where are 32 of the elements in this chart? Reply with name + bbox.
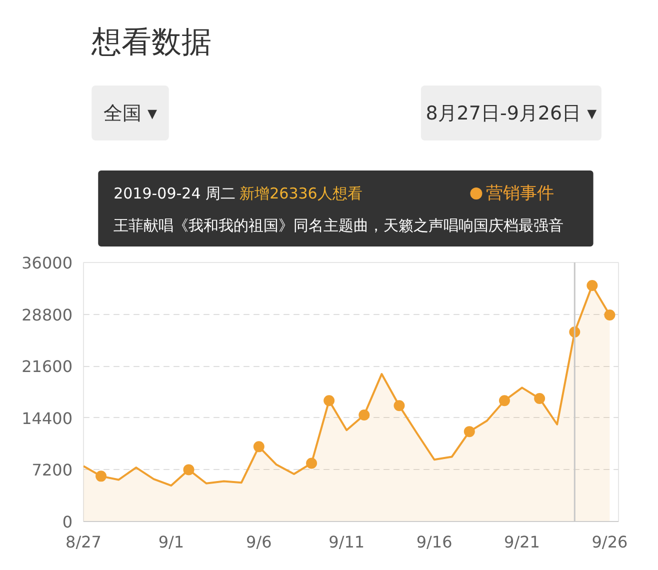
x-tick-label: 9/6 — [246, 532, 272, 552]
point — [96, 470, 107, 482]
point — [586, 280, 598, 292]
point — [306, 458, 318, 469]
y-tick-label: 7200 — [32, 460, 72, 480]
text: 2019-09-24 周二 — [114, 184, 236, 202]
y-tick-label: 28800 — [22, 305, 73, 324]
x-tick-label: 9/16 — [416, 532, 452, 552]
point — [183, 464, 194, 476]
y-tick-label: 21600 — [22, 357, 73, 376]
x-tick-label: 9/11 — [328, 532, 365, 552]
x-tick-label: 8/27 — [66, 532, 102, 552]
point — [324, 395, 335, 406]
legend-label: 营销事件 — [486, 184, 554, 204]
point — [394, 400, 405, 412]
x-tick-label: 9/1 — [158, 532, 184, 552]
text: 王菲献唱《我和我的祖国》同名主题曲，天籁之声唱响国庆档最强音 — [114, 216, 564, 234]
x-tick-label: 9/21 — [504, 532, 540, 552]
text: 全国 ▾ — [103, 102, 158, 124]
y-tick-label: 36000 — [22, 254, 73, 272]
point — [464, 426, 475, 438]
chart-title: 想看数据 — [90, 25, 212, 60]
point — [498, 395, 510, 406]
point — [604, 310, 616, 321]
point — [358, 410, 370, 421]
y-tick-label: 14400 — [22, 408, 73, 428]
y-tick-label: 0 — [62, 512, 73, 532]
point — [253, 441, 264, 452]
point — [534, 392, 546, 404]
text: 新增26336人想看 — [240, 184, 362, 202]
text: 8月27日-9月26日 ▾ — [426, 102, 598, 124]
x-tick-label: 9/26 — [592, 532, 628, 552]
